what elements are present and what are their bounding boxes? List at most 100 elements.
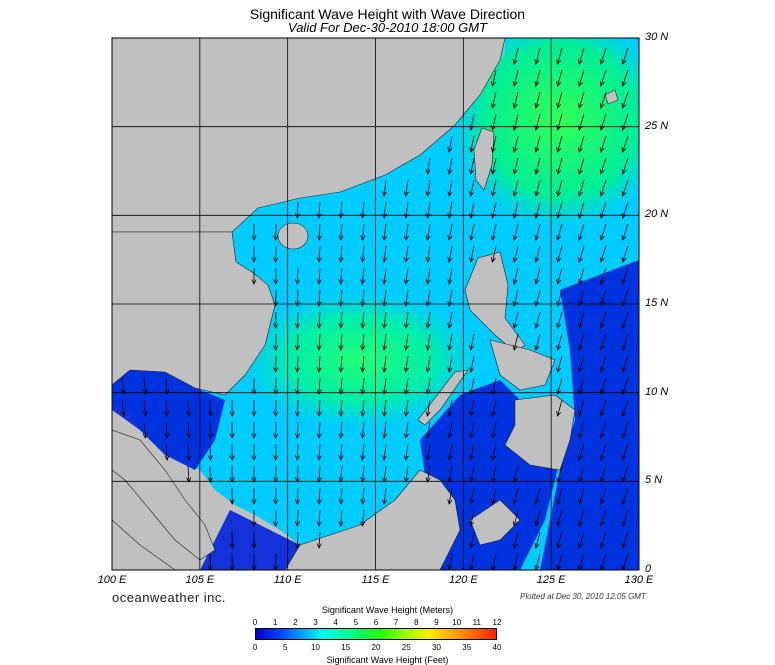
wave-direction-arrow (447, 443, 453, 461)
wave-direction-arrow (578, 333, 585, 351)
wave-direction-arrow (621, 91, 629, 109)
wave-direction-arrow (273, 443, 279, 461)
wave-direction-arrow (273, 245, 279, 263)
wave-direction-arrow (490, 377, 497, 395)
wave-direction-arrow (316, 267, 322, 285)
wave-direction-arrow (316, 245, 322, 263)
wave-direction-arrow (338, 399, 344, 417)
wave-direction-arrow (490, 179, 497, 197)
wave-direction-arrow (621, 531, 629, 549)
wave-direction-arrow (273, 399, 279, 417)
wave-direction-arrow (360, 509, 366, 527)
wave-direction-arrow (534, 135, 541, 153)
colorbar-feet-tick: 20 (371, 643, 381, 652)
wave-direction-arrow (251, 399, 257, 417)
wave-direction-arrow (621, 311, 629, 329)
land-malay-peninsula (112, 429, 216, 561)
wave-direction-arrow (534, 91, 541, 109)
wave-direction-arrow (229, 465, 235, 483)
wave-direction-arrow (360, 289, 366, 307)
wave-direction-arrow (490, 69, 497, 87)
wave-direction-arrow (469, 443, 475, 461)
wave-direction-arrow (382, 487, 388, 505)
wave-direction-arrow (164, 377, 170, 395)
wave-direction-arrow (338, 377, 344, 395)
wave-direction-arrow (403, 267, 409, 285)
wave-direction-arrow (621, 47, 629, 65)
wave-direction-arrow (512, 311, 519, 329)
wave-direction-arrow (382, 267, 388, 285)
wave-direction-arrow (273, 377, 279, 395)
wave-direction-arrow (621, 487, 629, 505)
wave-direction-arrow (273, 355, 279, 373)
wave-direction-arrow (447, 465, 453, 483)
wave-direction-arrow (599, 421, 607, 439)
map-subtitle: Valid For Dec-30-2010 18:00 GMT (288, 20, 487, 35)
wave-direction-arrow (382, 179, 388, 197)
wave-direction-arrow (556, 487, 563, 505)
wave-direction-arrow (490, 553, 497, 570)
wave-direction-arrow (578, 421, 585, 439)
wave-direction-arrow (403, 245, 409, 263)
land-taiwan (473, 127, 495, 191)
wave-direction-arrow (556, 355, 563, 373)
wave-direction-arrow (621, 443, 629, 461)
wave-direction-arrow (294, 267, 301, 285)
wave-direction-arrow (578, 223, 585, 241)
wave-direction-arrow (556, 157, 563, 175)
wave-direction-arrow (599, 311, 607, 329)
wave-direction-arrow (316, 223, 322, 241)
wave-direction-arrow (512, 47, 519, 65)
wave-direction-arrow (447, 289, 453, 307)
wave-direction-arrow (338, 245, 344, 263)
wave-direction-arrow (556, 509, 563, 527)
wave-direction-arrow (469, 179, 475, 197)
wave-direction-arrow (512, 509, 519, 527)
wave-direction-arrow (316, 465, 322, 483)
wave-direction-arrow (599, 443, 607, 461)
wave-direction-arrow (469, 531, 475, 549)
colorbar-meter-tick: 0 (252, 618, 258, 627)
wave-direction-arrow (578, 509, 585, 527)
colorbar (255, 628, 497, 640)
wave-direction-arrow (490, 245, 497, 263)
wave-direction-arrow (425, 465, 431, 483)
map-frame (111, 37, 640, 571)
wave-direction-arrow (186, 421, 192, 439)
wave-direction-arrow (534, 223, 541, 241)
wave-direction-arrow (490, 223, 497, 241)
wave-direction-arrow (164, 421, 170, 439)
wave-direction-arrow (251, 487, 257, 505)
wave-direction-arrow (229, 443, 235, 461)
wave-direction-arrow (207, 553, 213, 570)
colorbar-meter-tick: 9 (434, 618, 439, 627)
colorbar-meter-tick: 11 (472, 618, 481, 627)
wave-direction-arrow (447, 135, 453, 153)
wave-direction-arrow (512, 531, 519, 549)
wave-direction-arrow (273, 487, 279, 505)
colorbar-meter-tick: 1 (272, 618, 278, 627)
wave-direction-arrow (469, 245, 475, 263)
wave-direction-arrow (251, 267, 257, 285)
wave-direction-arrow (403, 311, 409, 329)
wave-direction-arrow (578, 531, 585, 549)
wave-direction-arrow (120, 377, 126, 395)
wave-direction-arrow (534, 157, 541, 175)
longitude-label: 130 E (624, 574, 654, 586)
wave-map (111, 37, 640, 571)
wave-direction-arrow (578, 47, 585, 65)
wave-direction-arrow (338, 509, 344, 527)
wave-direction-arrow (338, 487, 344, 505)
wave-direction-arrow (186, 443, 192, 461)
land-sumatra (112, 519, 176, 570)
wave-direction-arrow (273, 553, 279, 570)
wave-direction-arrow (338, 443, 344, 461)
land-sulawesi (469, 499, 521, 546)
wave-direction-arrow (578, 289, 585, 307)
colorbar-meter-tick: 10 (452, 618, 462, 627)
wave-direction-arrow (338, 421, 344, 439)
colorbar-feet-tick: 10 (311, 643, 320, 652)
wave-direction-arrow (316, 289, 322, 307)
wave-direction-arrow (273, 509, 279, 527)
wave-direction-arrow (556, 377, 563, 395)
